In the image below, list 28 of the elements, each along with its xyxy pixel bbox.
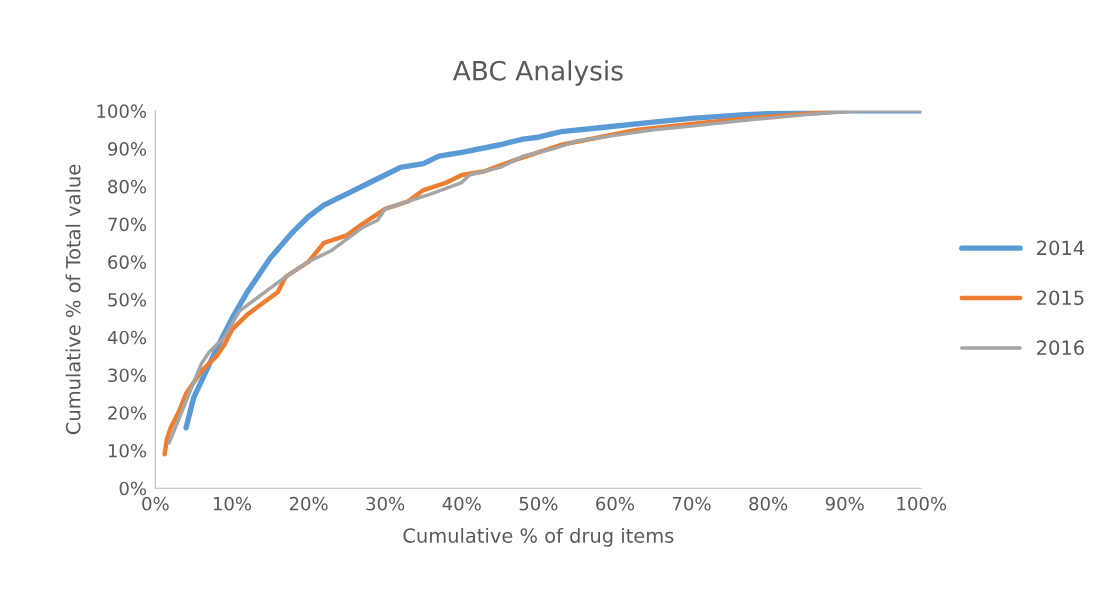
x-tick-label: 10% bbox=[213, 496, 252, 511]
y-tick-label: 30% bbox=[108, 368, 147, 383]
y-tick-label: 60% bbox=[108, 255, 147, 269]
y-tick-label: 10% bbox=[108, 443, 147, 458]
y-tick-label: 20% bbox=[108, 406, 147, 420]
legend-label: 2015 bbox=[1037, 290, 1084, 306]
x-tick-label: 80% bbox=[749, 496, 788, 511]
x-tick-label: 0% bbox=[142, 496, 169, 511]
x-tick-label: 30% bbox=[366, 496, 405, 511]
x-tick-label: 90% bbox=[825, 496, 864, 511]
y-tick-label: 40% bbox=[107, 330, 147, 345]
y-tick-label: 80% bbox=[108, 179, 147, 194]
x-tick-label: 40% bbox=[442, 496, 481, 511]
y-axis-title: Cumulative % of Total value bbox=[65, 164, 81, 435]
x-tick-label: 50% bbox=[519, 496, 558, 511]
y-tick-label: 50% bbox=[108, 292, 147, 307]
legend-label: 2016 bbox=[1037, 340, 1084, 356]
x-tick-label: 60% bbox=[596, 496, 635, 511]
y-tick-label: 100% bbox=[97, 104, 147, 118]
y-tick-label: 0% bbox=[119, 481, 147, 496]
y-tick-label: 90% bbox=[108, 142, 147, 156]
x-tick-label: 20% bbox=[289, 496, 328, 511]
x-tick-label: 70% bbox=[672, 496, 711, 511]
chart-title: ABC Analysis bbox=[452, 60, 623, 86]
x-tick-label: 100% bbox=[897, 496, 947, 511]
x-axis-title: Cumulative % of drug items bbox=[403, 527, 674, 547]
legend-label: 2014 bbox=[1037, 240, 1085, 256]
y-tick-label: 70% bbox=[108, 217, 147, 232]
